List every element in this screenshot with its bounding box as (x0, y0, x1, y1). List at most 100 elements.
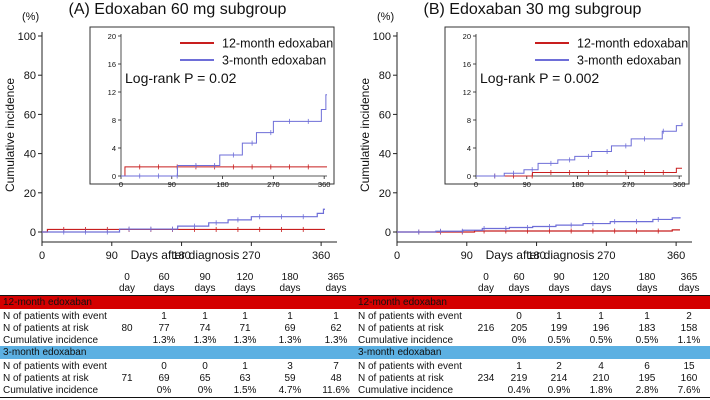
x-tick-label: 270 (597, 250, 615, 262)
at-risk-row-value: 205 (510, 323, 528, 334)
y-axis-title: Cumulative incidence (3, 78, 17, 192)
at-risk-row-label: N of patients at risk (3, 323, 89, 334)
y-tick-label: 20 (379, 188, 391, 200)
timepoint-header-number: 120 (236, 272, 254, 283)
at-risk-row-value: 63 (239, 373, 251, 384)
inset-x-tick-label: 270 (267, 180, 280, 189)
y-unit-label: (%) (377, 11, 394, 23)
events-row-label: N of patients with event (358, 361, 462, 372)
table-rule (0, 295, 355, 296)
table-rule (355, 295, 710, 296)
events-row-value: 1 (556, 311, 562, 322)
events-row-label: N of patients with event (3, 311, 107, 322)
cumulative-incidence-row-label: Cumulative incidence (358, 335, 454, 346)
cumulative-incidence-row-value: 1.3% (324, 335, 348, 346)
events-row-label: N of patients with event (358, 311, 462, 322)
at-risk-row-value: 196 (592, 323, 610, 334)
inset-x-tick-label: 180 (216, 180, 229, 189)
cumulative-incidence-row-value: 0% (156, 385, 172, 396)
events-row-value: 15 (683, 361, 695, 372)
risk-table: 0 day 60 days 90 days 120 days 180 days 365 days 12-… (355, 0, 710, 400)
at-risk-row-value: 160 (680, 373, 698, 384)
cumulative-incidence-row-value: 0.4% (507, 385, 531, 396)
y-tick-label: 80 (379, 70, 391, 82)
inset-frame (89, 26, 335, 185)
events-row-value: 3 (287, 361, 293, 372)
events-row-value: 0 (516, 311, 522, 322)
at-risk-row-value: 199 (550, 323, 568, 334)
series-line-3-month (42, 208, 325, 233)
y-tick-label: 20 (24, 188, 36, 200)
at-risk-row-label: N of patients at risk (3, 373, 89, 384)
x-axis-title: Days after diagnosis (486, 248, 595, 262)
y-tick-label: 100 (373, 31, 391, 43)
legend-label: 12-month edoxaban (222, 37, 333, 51)
events-row-value: 0 (202, 361, 208, 372)
timepoint-header-unit: days (548, 283, 570, 294)
cumulative-incidence-row-value: 7.6% (677, 385, 701, 396)
timepoint-header-number: 90 (199, 272, 211, 283)
timepoint-header-number: 120 (592, 272, 610, 283)
events-row-value: 0 (161, 361, 167, 372)
at-risk-row-value: 69 (158, 373, 170, 384)
cumulative-incidence-row-value: 2.8% (635, 385, 659, 396)
group-band-12-month: 12-month edoxaban (355, 296, 710, 309)
series-line-12-month (397, 229, 680, 233)
events-row-value: 1 (161, 311, 167, 322)
inset-x-tick-label: 270 (622, 180, 635, 189)
timepoint-header-number: 180 (638, 272, 656, 283)
inset-y-tick-label: 16 (108, 60, 116, 69)
timepoint-header-number: 60 (158, 272, 170, 283)
cumulative-incidence-row-value: 0.5% (547, 335, 571, 346)
at-risk-row-value: 48 (330, 373, 342, 384)
group-band-label: 3-month edoxaban (358, 347, 442, 358)
inset-x-tick-label: 360 (673, 180, 686, 189)
series-line-3-month (397, 217, 681, 233)
group-band-label: 12-month edoxaban (3, 297, 92, 308)
table-rule (0, 397, 355, 398)
inset-y-tick-label: 4 (467, 144, 471, 153)
timepoint-header-number: 60 (513, 272, 525, 283)
at-risk-row-value: 71 (239, 323, 251, 334)
cumulative-incidence-row-value: 0.9% (547, 385, 571, 396)
legend-label: 12-month edoxaban (577, 37, 688, 51)
inset-y-tick-label: 20 (108, 32, 116, 41)
cumulative-incidence-row-value: 1.3% (278, 335, 302, 346)
at-risk-row-label: N of patients at risk (358, 373, 444, 384)
inset-x-tick-label: 90 (168, 180, 176, 189)
inset-y-tick-label: 4 (112, 144, 116, 153)
inset-y-tick-label: 12 (463, 88, 471, 97)
cumulative-incidence-row-value: 0% (511, 335, 527, 346)
timepoint-header-unit: day (118, 283, 136, 294)
at-risk-row-value: 62 (330, 323, 342, 334)
at-risk-row-value: 65 (199, 373, 211, 384)
inset-x-tick-label: 360 (318, 180, 331, 189)
cumulative-incidence-row-value: 0% (197, 385, 213, 396)
y-tick-label: 80 (24, 70, 36, 82)
cumulative-incidence-row-label: Cumulative incidence (3, 385, 99, 396)
x-tick-label: 360 (667, 250, 685, 262)
y-tick-label: 40 (379, 149, 391, 161)
events-row-label: N of patients with event (3, 361, 107, 372)
events-row-value: 1 (644, 311, 650, 322)
at-risk-row-value: 74 (199, 323, 211, 334)
timepoint-header-unit: days (194, 283, 216, 294)
events-row-value: 1 (516, 361, 522, 372)
inset-y-tick-label: 8 (467, 116, 471, 125)
at-risk-row-value: 71 (121, 373, 133, 384)
timepoint-header-number: 90 (553, 272, 565, 283)
group-band-label: 12-month edoxaban (358, 297, 447, 308)
timepoint-header-number: 180 (281, 272, 299, 283)
y-tick-label: 60 (379, 109, 391, 121)
at-risk-row-value: 80 (121, 323, 133, 334)
group-band-12-month: 12-month edoxaban (0, 296, 355, 309)
cumulative-incidence-row-value: 1.5% (233, 385, 257, 396)
events-row-value: 2 (686, 311, 692, 322)
cumulative-incidence-row-value: 1.3% (152, 335, 176, 346)
y-tick-label: 60 (24, 109, 36, 121)
panel-b: (B) Edoxaban 30 mg subgroup (%) 0 20 40 60 80… (355, 0, 710, 400)
events-row-value: 2 (556, 361, 562, 372)
legend-label: 3-month edoxaban (577, 54, 681, 68)
cumulative-incidence-row-value: 1.1% (677, 335, 701, 346)
events-row-value: 1 (242, 311, 248, 322)
